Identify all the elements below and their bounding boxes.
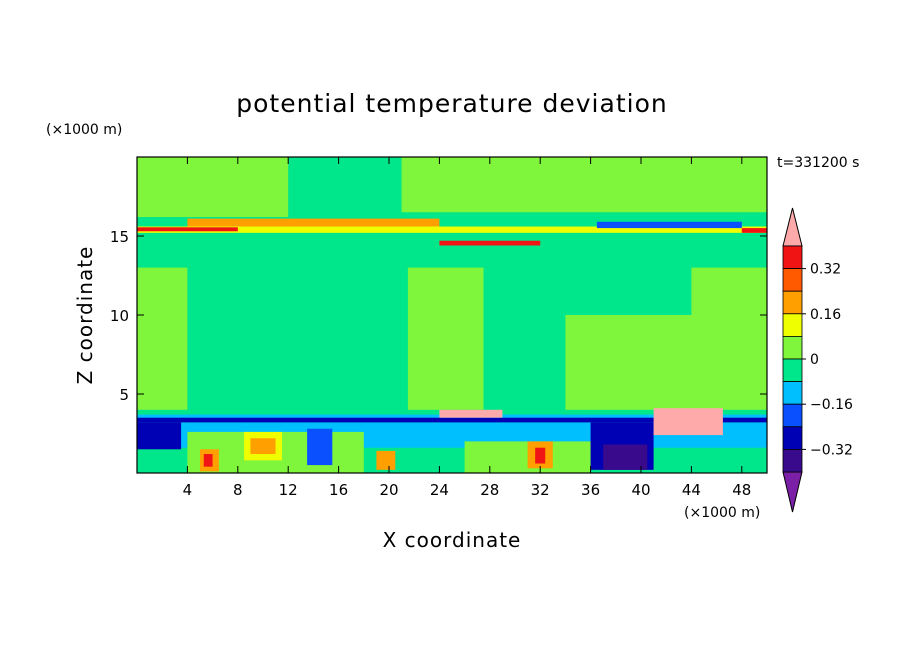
contour-band-31 — [439, 409, 503, 418]
contour-band-1 — [137, 157, 289, 218]
x-tick-label: 12 — [279, 481, 298, 499]
x-tick-label: 16 — [329, 481, 348, 499]
x-axis: 4 8 12 16 20 24 28 32 36 40 44 48 — [183, 157, 751, 499]
x-tick-label: 40 — [631, 481, 650, 499]
contour-band-32 — [653, 408, 723, 436]
x-tick-label: 24 — [430, 481, 449, 499]
colorbar-arrow-bottom — [782, 471, 803, 513]
x-tick-label: 32 — [531, 481, 550, 499]
y-unit-label: (×1000 m) — [46, 122, 122, 138]
contour-band-11 — [596, 221, 742, 229]
contour-band-5 — [565, 315, 767, 410]
contour-band-8 — [137, 226, 767, 233]
contour-band-4 — [407, 267, 484, 410]
y-tick-label: 15 — [110, 228, 129, 246]
contour-band-25 — [203, 454, 213, 467]
contour-band-29 — [603, 444, 648, 470]
x-unit-label: (×1000 m) — [684, 505, 760, 521]
x-tick-label: 28 — [480, 481, 499, 499]
x-tick-label: 20 — [379, 481, 398, 499]
contour-band-13 — [439, 240, 541, 246]
colorbar-swatch-6 — [782, 381, 803, 405]
contour-band-23 — [376, 450, 396, 470]
y-axis-label: Z coordinate — [73, 246, 97, 385]
contour-band-30 — [307, 428, 333, 466]
colorbar-tick-label: −0.16 — [810, 397, 853, 413]
colorbar-swatch-4 — [782, 335, 803, 360]
time-label: t=331200 s — [777, 155, 859, 171]
x-tick-label: 48 — [732, 481, 751, 499]
y-tick-label: 10 — [110, 307, 129, 325]
colorbar-tick-label: −0.32 — [810, 442, 853, 458]
contour-band-10 — [741, 228, 767, 233]
y-tick-label: 5 — [119, 386, 129, 404]
colorbar-swatch-7 — [782, 403, 803, 428]
colorbar-tick-label: 0.16 — [810, 307, 841, 323]
colorbar-swatch-5 — [782, 358, 803, 383]
contour-band-27 — [137, 422, 182, 450]
contour-band-15 — [137, 417, 767, 423]
colorbar: 0.32 0.16 0 −0.16 −0.32 — [782, 207, 853, 513]
x-tick-label: 44 — [682, 481, 701, 499]
y-axis: 5 10 15 — [110, 228, 767, 404]
colorbar-swatch-2 — [782, 290, 803, 315]
contour-band-9 — [137, 227, 238, 232]
x-tick-label: 8 — [233, 481, 243, 499]
contour-band-21 — [250, 438, 276, 455]
colorbar-swatch-3 — [782, 313, 803, 337]
colorbar-tick-label: 0.32 — [810, 262, 841, 278]
colorbar-tick-label: 0 — [810, 352, 819, 368]
contour-band-26 — [535, 447, 546, 464]
chart-title: potential temperature deviation — [236, 89, 667, 118]
contour-band-3 — [137, 267, 188, 410]
x-axis-label: X coordinate — [383, 528, 522, 552]
colorbar-swatch-8 — [782, 426, 803, 450]
x-tick-label: 36 — [581, 481, 600, 499]
contour-band-12 — [389, 234, 541, 240]
x-tick-label: 4 — [183, 481, 193, 499]
contour-band-7 — [187, 218, 440, 227]
contour-band-2 — [401, 157, 767, 213]
colorbar-swatch-1 — [782, 268, 803, 292]
colorbar-arrow-top — [782, 207, 803, 247]
colorbar-swatch-0 — [782, 245, 803, 270]
colorbar-swatch-9 — [782, 448, 803, 473]
contour-band-6 — [691, 267, 767, 315]
contour-field — [137, 157, 767, 473]
